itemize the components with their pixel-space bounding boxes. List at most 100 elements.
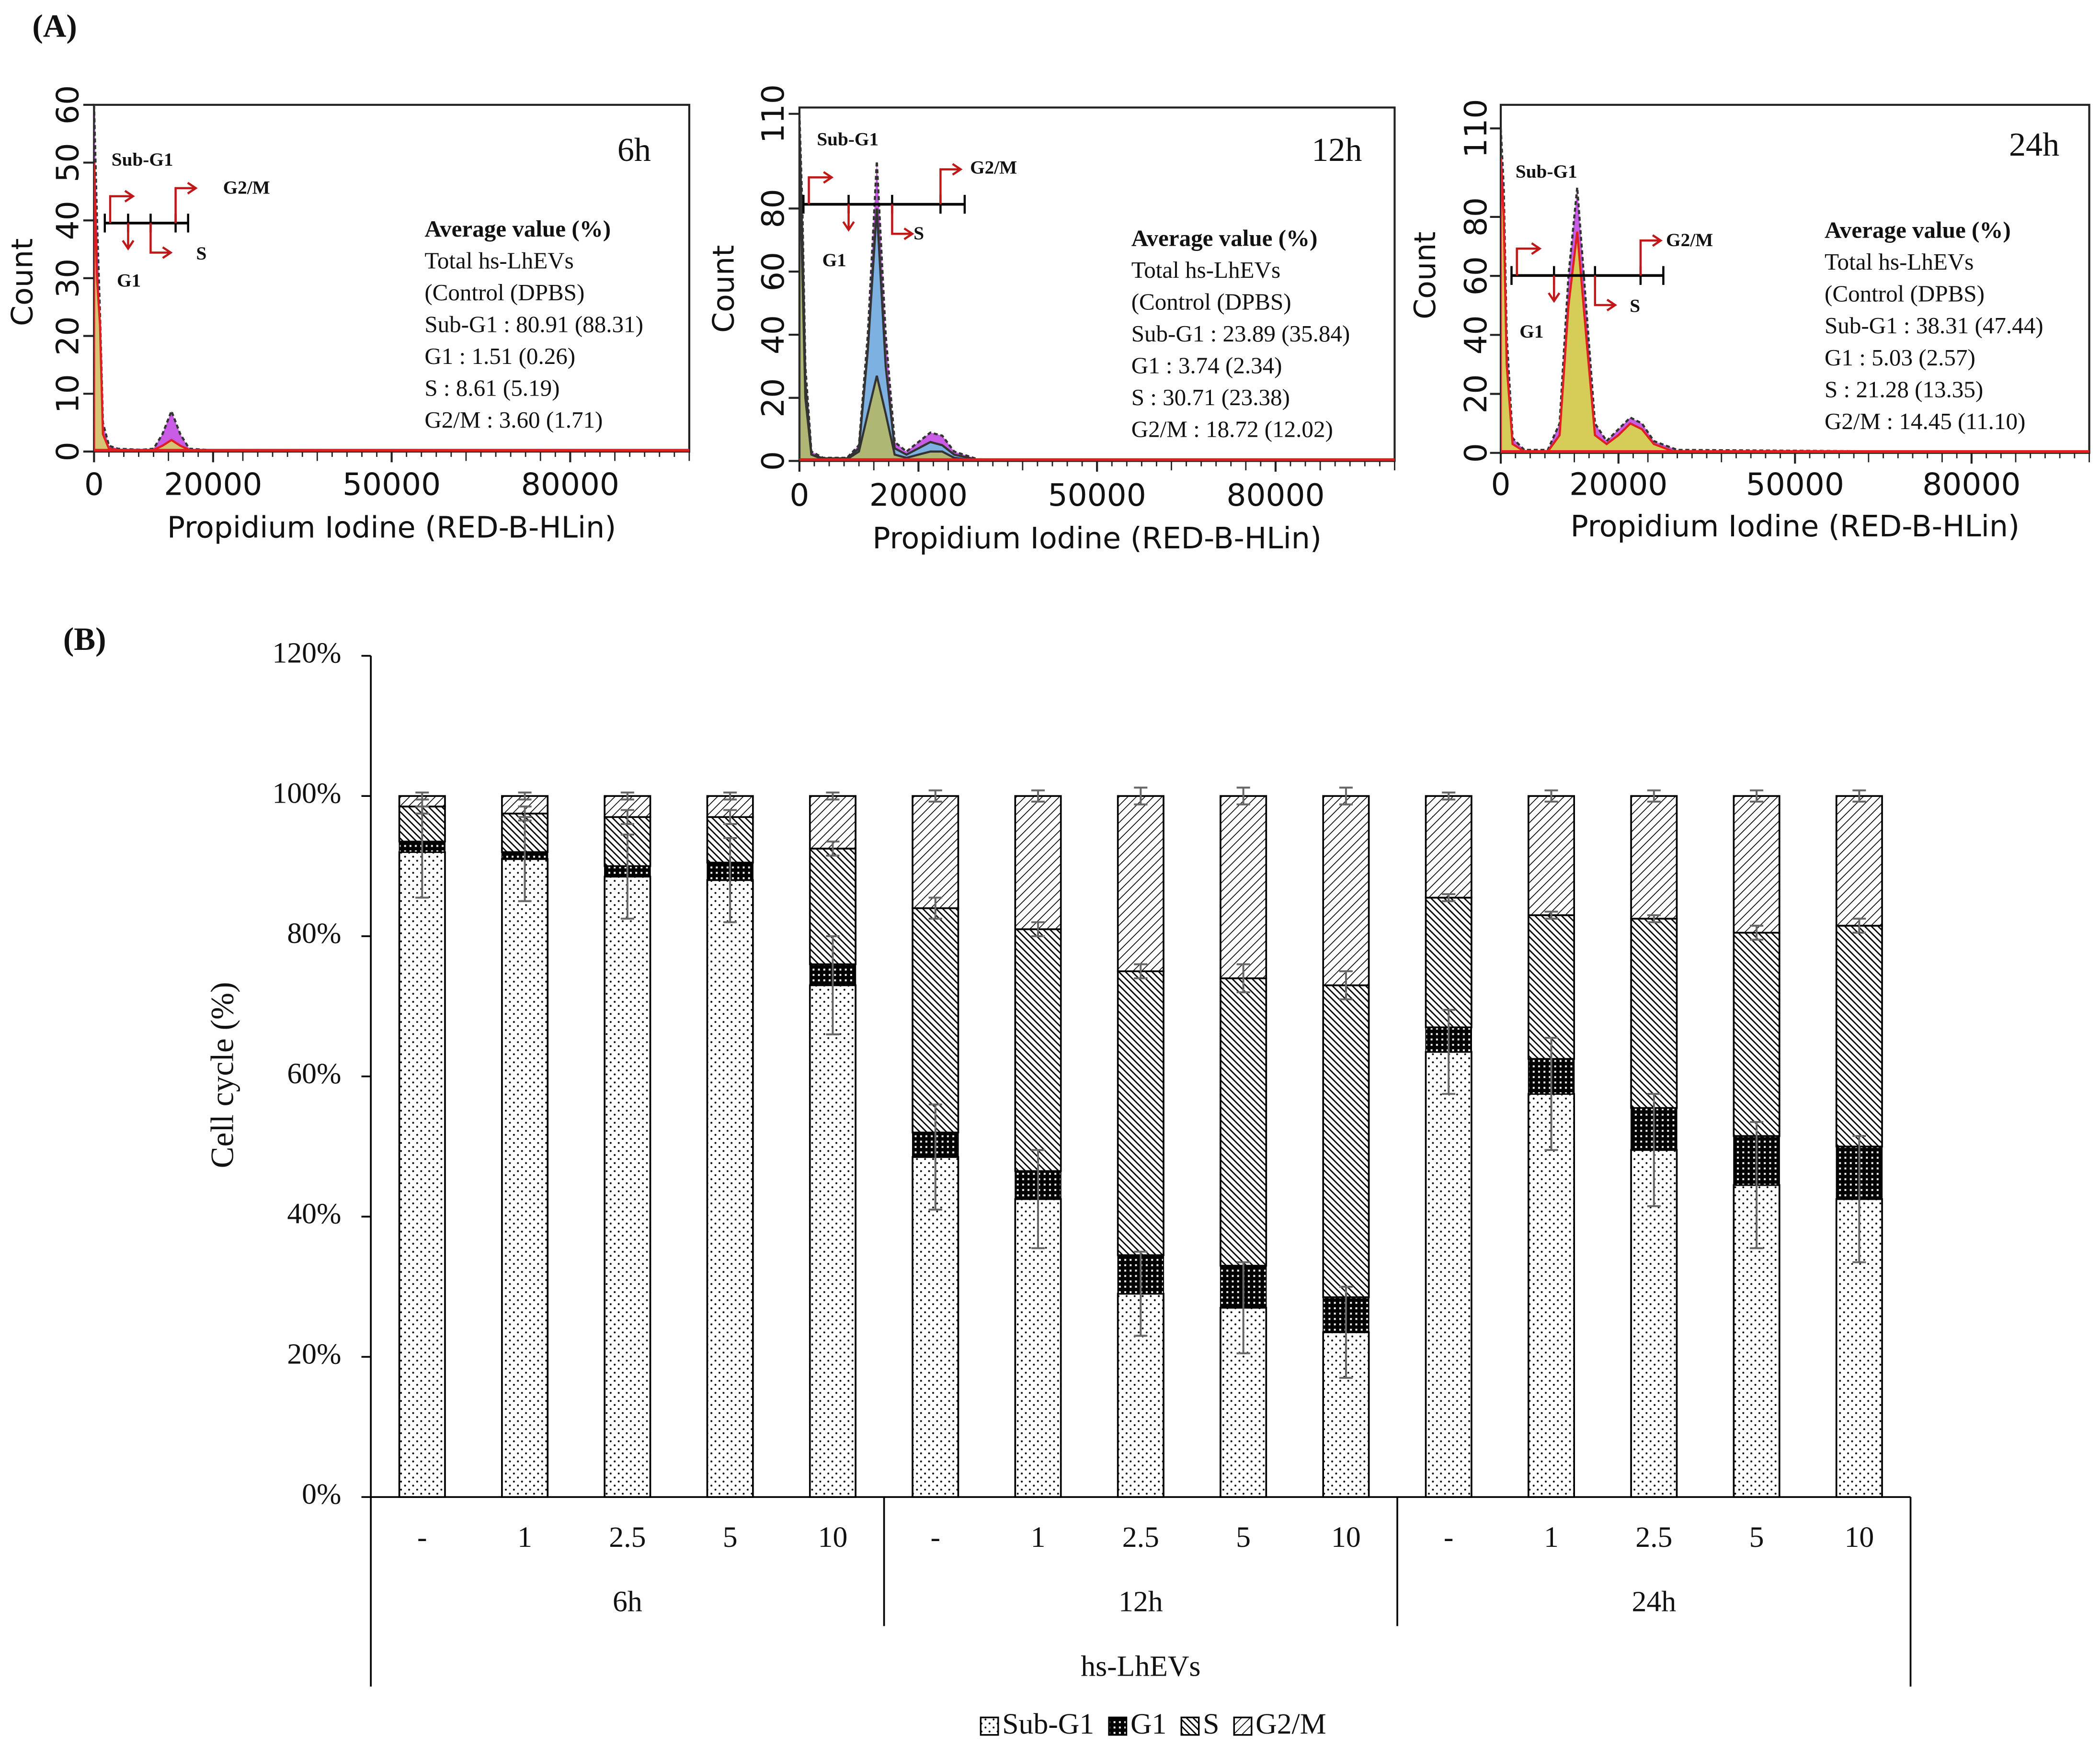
stats-line: G2/M : 18.72 (12.02): [1131, 416, 1333, 442]
error-bar: [620, 809, 634, 825]
y-tick-label: 100%: [272, 777, 341, 809]
stats-line: Total hs-LhEVs: [424, 247, 573, 273]
error-bar: [1647, 1093, 1661, 1207]
y-tick-label: 80: [1458, 197, 1494, 237]
stats-line: G1 : 5.03 (2.57): [1825, 344, 1975, 371]
error-bar: [1134, 963, 1148, 979]
x-tick-label: 80000: [521, 466, 619, 502]
bar-segment: [1527, 795, 1575, 916]
gate-arrow: [1516, 242, 1542, 276]
error-bar: [928, 896, 942, 920]
panel-title: 12h: [1312, 132, 1362, 169]
bar-segment: [1014, 928, 1062, 1172]
gate-arrow: [1639, 234, 1663, 276]
error-bar: [1852, 1135, 1866, 1263]
error-bar: [1750, 1121, 1764, 1249]
gate-label: S: [1630, 296, 1640, 317]
y-tick-label: 40: [1458, 315, 1494, 354]
group-label: 12h: [1118, 1586, 1163, 1618]
x-tick-label: -: [417, 1521, 427, 1554]
gate-label: Sub-G1: [817, 129, 879, 150]
error-bar: [1544, 1037, 1558, 1151]
x-tick-label: 50000: [1746, 466, 1844, 502]
stats-line: S : 30.71 (23.38): [1131, 384, 1290, 410]
error-bar: [1442, 1009, 1456, 1095]
histogram-area: [94, 104, 689, 452]
y-tick-label: 20: [755, 378, 791, 418]
bar-segment: [912, 1156, 959, 1498]
error-bar: [1236, 1261, 1250, 1354]
bar-segment: [1220, 977, 1267, 1267]
error-bar: [1031, 921, 1045, 937]
error-bar: [620, 791, 634, 801]
x-tick-label: 50000: [1048, 477, 1146, 513]
plot-frame: [1499, 103, 2090, 454]
legend-swatch: [980, 1716, 999, 1736]
bar-segment: [1527, 1093, 1575, 1498]
legend-label: G2/M: [1255, 1708, 1326, 1740]
legend-swatch: [1180, 1716, 1200, 1736]
stats-line: S : 21.28 (13.35): [1825, 376, 1983, 402]
error-bar: [1852, 918, 1866, 934]
legend-swatch: [1108, 1716, 1128, 1736]
bar-segment: [1835, 925, 1883, 1147]
y-tick-label: 40: [50, 201, 86, 240]
error-bar: [1339, 786, 1353, 805]
plot-frame: [93, 103, 690, 453]
error-bar: [518, 791, 532, 801]
x-tick-label: 5: [1236, 1521, 1251, 1554]
y-tick-label: 40%: [287, 1198, 341, 1230]
error-bar: [1544, 789, 1558, 803]
x-tick-label: 10: [1331, 1521, 1361, 1554]
stats-line: (Control (DPBS): [1131, 289, 1291, 315]
stats-line: G2/M : 3.60 (1.71): [424, 407, 603, 433]
error-bar: [826, 935, 840, 1035]
stats-line: Total hs-LhEVs: [1131, 257, 1280, 283]
error-bar: [620, 833, 634, 920]
y-tick-label: 20: [50, 316, 86, 355]
x-axis-title: Propidium Iodine (RED-B-HLin): [167, 510, 616, 545]
gate-label: S: [196, 243, 207, 264]
y-tick-label: 0: [1458, 443, 1494, 463]
error-bar: [928, 1103, 942, 1211]
error-bar: [1647, 914, 1661, 923]
stats-line: G1 : 3.74 (2.34): [1131, 352, 1282, 379]
error-bar: [415, 791, 429, 801]
bar-segment: [1425, 1051, 1472, 1498]
x-tick-label: 20000: [164, 466, 262, 502]
bar-segment: [604, 875, 651, 1498]
bar-segment: [1425, 896, 1472, 1029]
error-bar: [1134, 1250, 1148, 1337]
group-label: 24h: [1632, 1586, 1677, 1618]
bar-segment: [1322, 795, 1370, 987]
x-tick-label: 2.5: [1122, 1521, 1159, 1554]
plot-frame: [798, 106, 1396, 462]
bar-segment: [1014, 795, 1062, 930]
y-tick-label: 60: [755, 252, 791, 291]
y-tick-label: 30: [50, 259, 86, 298]
x-tick-label: 0: [84, 466, 104, 502]
bar-segment: [1425, 795, 1472, 899]
gate-arrow: [808, 171, 834, 204]
stats-line: G2/M : 14.45 (11.10): [1825, 408, 2025, 434]
y-axis-title: Cell cycle (%): [205, 982, 240, 1168]
y-tick-label: 60%: [287, 1057, 341, 1090]
bar-segment: [1220, 795, 1267, 979]
y-axis-title: Count: [707, 245, 741, 333]
gate-arrow: [939, 163, 963, 204]
y-tick-label: 120%: [272, 637, 341, 669]
gate-arrow: [842, 204, 855, 232]
gate-label: Sub-G1: [1516, 161, 1577, 182]
error-bar: [1852, 789, 1866, 803]
y-tick-label: 20: [1458, 374, 1494, 413]
gate-arrow: [1548, 275, 1561, 303]
bar-segment: [1630, 795, 1678, 920]
stats-line: Sub-G1 : 23.89 (35.84): [1131, 320, 1350, 347]
histogram-area: [1501, 128, 2089, 453]
x-tick-label: 20000: [1569, 466, 1667, 502]
stats-line: Average value (%): [1825, 217, 2011, 243]
gate-label: Sub-G1: [112, 149, 173, 170]
x-tick-label: 2.5: [609, 1521, 646, 1554]
bar-segment: [1835, 795, 1883, 927]
legend-label: G1: [1130, 1708, 1166, 1740]
